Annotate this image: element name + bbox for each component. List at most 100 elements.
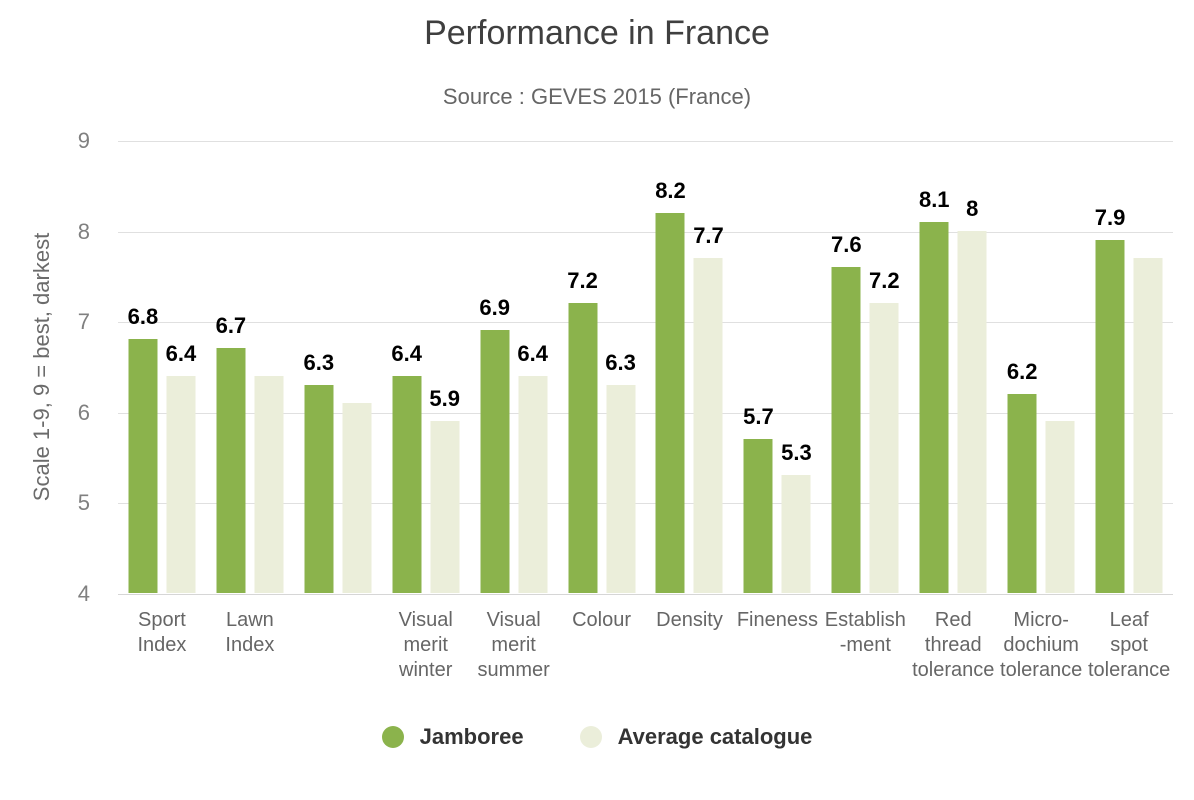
bar-pair: 6.3 (304, 350, 372, 593)
x-category-label: Density (656, 609, 723, 631)
bar-jamboree: 5.7 (743, 404, 774, 593)
bar-group: 8.1 8 (909, 140, 997, 593)
bar-jamboree: 6.3 (304, 350, 334, 593)
bar-jamboree: 8.1 (919, 187, 950, 593)
bar-jamboree: 7.2 (567, 268, 598, 593)
y-tick-label: 4 (77, 581, 90, 606)
bar-group: 6.4 5.9 (382, 140, 470, 593)
bar-value-label: 6.2 (1006, 358, 1038, 384)
bar-value-label: 6.8 (127, 304, 159, 330)
y-tick-label: 9 (77, 128, 90, 153)
chart-subtitle: Source : GEVES 2015 (France) (442, 84, 752, 109)
x-category-label: Fineness (736, 609, 818, 631)
x-axis-labels: Sport Index Lawn Index Visual merit winter… (118, 608, 1173, 683)
bar-pair: 6.4 5.9 (391, 341, 460, 593)
bar-group: 7.2 6.3 (558, 140, 646, 593)
legend: Jamboree Average catalogue (0, 715, 1194, 759)
bar-group: 6.8 6.4 (118, 140, 206, 593)
bar-group: 8.2 7.7 (646, 140, 734, 593)
bar-value-label: 5.9 (429, 385, 461, 411)
gridline (118, 322, 1173, 323)
bar-group: 6.2 (997, 140, 1085, 593)
bar-pair: 6.2 (1007, 359, 1075, 593)
bar-jamboree: 6.8 (128, 304, 158, 593)
legend-label-average-catalogue: Average catalogue (617, 724, 813, 749)
y-tick-label: 6 (77, 400, 90, 425)
bar-value-label: 7.2 (869, 268, 900, 294)
x-category-label: Colour (572, 609, 632, 631)
bar-pair: 6.9 6.4 (479, 295, 548, 593)
y-axis-title: Scale 1-9, 9 = best, darkest (29, 232, 54, 502)
bar-pair: 5.7 5.3 (743, 404, 812, 593)
y-tick-label: 5 (77, 490, 90, 515)
bar-value-label: 5.3 (781, 440, 812, 466)
legend-marker-jamboree-icon (381, 726, 404, 748)
bar-average-catalogue: 5.9 (429, 386, 460, 593)
bar-value-label: 6.4 (165, 340, 197, 366)
bar-average-catalogue: 7.2 (869, 268, 900, 593)
bar-value-label: 8 (966, 195, 979, 221)
gridline (118, 232, 1173, 233)
legend-item-average-catalogue[interactable]: Average catalogue (579, 724, 813, 750)
bar-value-label: 8.1 (918, 186, 950, 212)
x-category-label: Micro- dochium tolerance (1000, 609, 1083, 681)
bar-pair: 8.1 8 (919, 187, 987, 593)
bar-jamboree: 6.4 (391, 341, 422, 593)
bar-value-label: 7.2 (567, 268, 598, 294)
x-category-label: Red thread tolerance (912, 609, 995, 681)
bar-average-catalogue: 8 (957, 196, 987, 593)
bar-average-catalogue (1045, 420, 1075, 593)
bar-value-label: 6.4 (391, 340, 423, 366)
bar-value-label: 5.7 (743, 404, 774, 429)
x-category-label: Visual merit winter (398, 609, 453, 681)
bar-jamboree: 6.9 (479, 295, 510, 593)
bar-pair: 7.6 7.2 (831, 232, 900, 593)
bar-jamboree: 7.9 (1095, 205, 1125, 593)
bar-group: 7.9 (1085, 140, 1173, 593)
bar-average-catalogue: 7.7 (693, 223, 724, 593)
bar-group: 6.7 (206, 140, 294, 593)
y-tick-label: 7 (77, 309, 90, 334)
bar-jamboree: 8.2 (655, 178, 686, 593)
bar-average-catalogue: 5.3 (781, 440, 812, 593)
bar-value-label: 6.7 (215, 313, 247, 339)
bar-average-catalogue: 6.4 (166, 341, 196, 593)
x-category-label: Visual merit summer (477, 609, 550, 681)
y-tick-label: 8 (77, 219, 90, 244)
plot-area: 6.8 6.4 6.7 6.3 6.4 5.9 6.9 6.4 7.2 6.3 8.2 7.7 5.7 5… (118, 140, 1173, 595)
bar-pair: 8.2 7.7 (655, 178, 724, 593)
bar-jamboree: 7.6 (831, 232, 862, 593)
bar-value-label: 8.2 (655, 177, 686, 203)
bar-value-label: 6.3 (605, 349, 636, 375)
bar-average-catalogue (1133, 257, 1163, 593)
bar-groups: 6.8 6.4 6.7 6.3 6.4 5.9 6.9 6.4 7.2 6.3 8.2 7.7 5.7 5… (118, 140, 1173, 593)
gridline (118, 141, 1173, 142)
bar-pair: 7.9 (1095, 205, 1163, 593)
bar-pair: 6.7 (216, 313, 284, 593)
x-category-label: Sport Index (137, 609, 187, 656)
bar-average-catalogue (254, 375, 284, 593)
bar-value-label: 6.3 (303, 349, 335, 375)
x-axis-line (118, 594, 1173, 595)
bar-average-catalogue: 6.3 (605, 350, 636, 593)
bar-average-catalogue: 6.4 (517, 341, 548, 593)
bar-pair: 6.8 6.4 (128, 304, 196, 593)
legend-item-jamboree[interactable]: Jamboree (381, 724, 524, 750)
bar-group: 6.9 6.4 (470, 140, 558, 593)
bar-group: 6.3 (294, 140, 382, 593)
bar-value-label: 7.6 (831, 231, 862, 257)
x-category-label (294, 608, 382, 683)
bar-average-catalogue (342, 402, 372, 593)
x-category-label: Establish -ment (824, 609, 906, 656)
x-category-label: Lawn Index (225, 609, 275, 656)
bar-group: 5.7 5.3 (733, 140, 821, 593)
bar-jamboree: 6.7 (216, 313, 246, 593)
bar-value-label: 6.9 (479, 295, 510, 321)
x-category-label: Leaf spot tolerance (1087, 609, 1171, 681)
bar-value-label: 7.7 (693, 222, 724, 248)
bar-pair: 7.2 6.3 (567, 268, 636, 593)
bar-value-label: 6.4 (517, 340, 548, 366)
bar-jamboree: 6.2 (1007, 359, 1037, 593)
bar-group: 7.6 7.2 (821, 140, 909, 593)
